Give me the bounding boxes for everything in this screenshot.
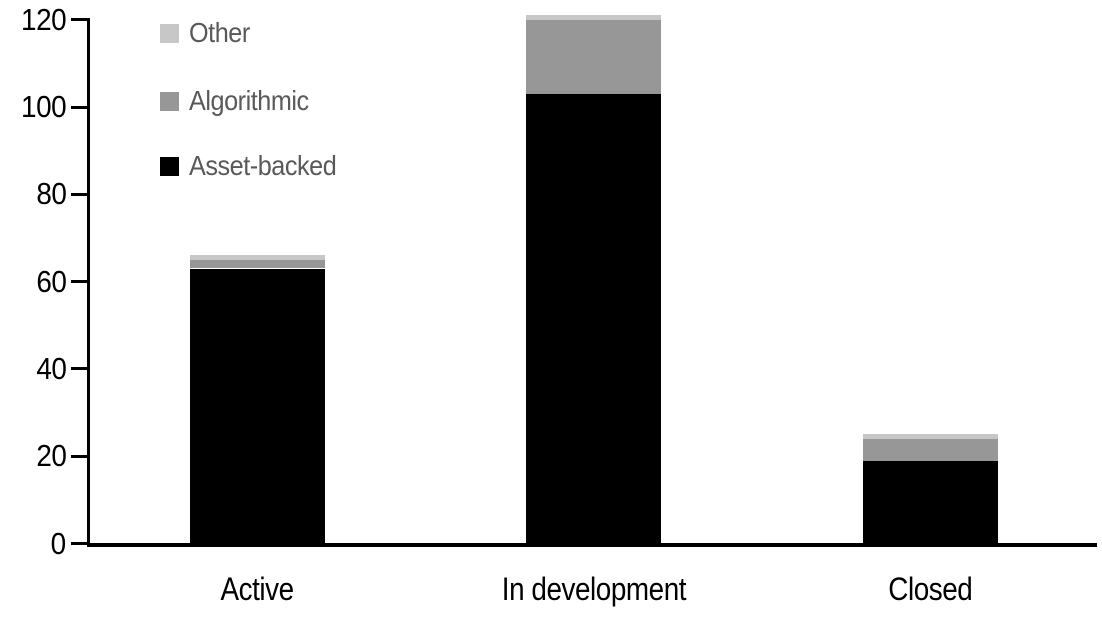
y-axis-tick-40 [71,367,90,371]
y-axis-tick-label-60: 60 [0,263,67,300]
y-axis-tick-label-text: 80 [35,176,67,212]
bar-segment-active-other [190,255,325,260]
legend-item-algorithmic: Algorithmic [160,85,322,117]
y-axis-tick-label-40: 40 [0,350,67,387]
y-axis-tick-20 [71,454,90,458]
bar-segment-in-development-algorithmic [526,19,661,94]
legend-swatch-algorithmic [160,91,179,111]
y-axis-tick-60 [71,280,90,284]
x-axis-line [87,543,1097,547]
x-axis-label-text: Closed [888,571,973,607]
legend-label-algorithmic: Algorithmic [189,85,309,116]
bar-segment-in-development-other [526,15,661,20]
bar-segment-closed-algorithmic [863,438,998,461]
legend-swatch-other [160,23,179,43]
x-axis-label-text: In development [501,571,686,607]
y-axis-tick-label-text: 0 [50,525,67,561]
bar-segment-closed-other [863,434,998,439]
bar-segment-closed-asset-backed [863,460,998,544]
y-axis-tick-0 [71,542,90,545]
legend-item-other: Other [160,17,257,49]
legend-swatch-asset-backed [160,156,179,176]
legend-item-asset-backed: Asset-backed [160,150,353,182]
legend-label-asset-backed: Asset-backed [189,150,337,181]
legend-label-other: Other [189,17,250,48]
x-axis-label-text: Active [220,571,295,607]
y-axis-tick-label-0: 0 [0,525,67,562]
bar-segment-in-development-asset-backed [526,93,661,544]
y-axis-tick-label-text: 120 [20,1,67,37]
y-axis-tick-label-text: 100 [20,89,67,124]
y-axis-tick-label-120: 120 [0,1,67,38]
y-axis-tick-label-text: 40 [35,350,67,386]
y-axis-tick-label-text: 60 [35,263,67,299]
y-axis-tick-120 [71,18,90,22]
y-axis-tick-label-100: 100 [0,89,67,125]
y-axis-tick-label-text: 20 [35,438,67,474]
y-axis-tick-100 [71,105,90,109]
y-axis-tick-80 [71,192,90,196]
y-axis-tick-label-80: 80 [0,176,67,212]
bar-segment-active-asset-backed [190,268,325,544]
y-axis-tick-label-20: 20 [0,438,67,474]
bar-segment-active-algorithmic [190,259,325,269]
